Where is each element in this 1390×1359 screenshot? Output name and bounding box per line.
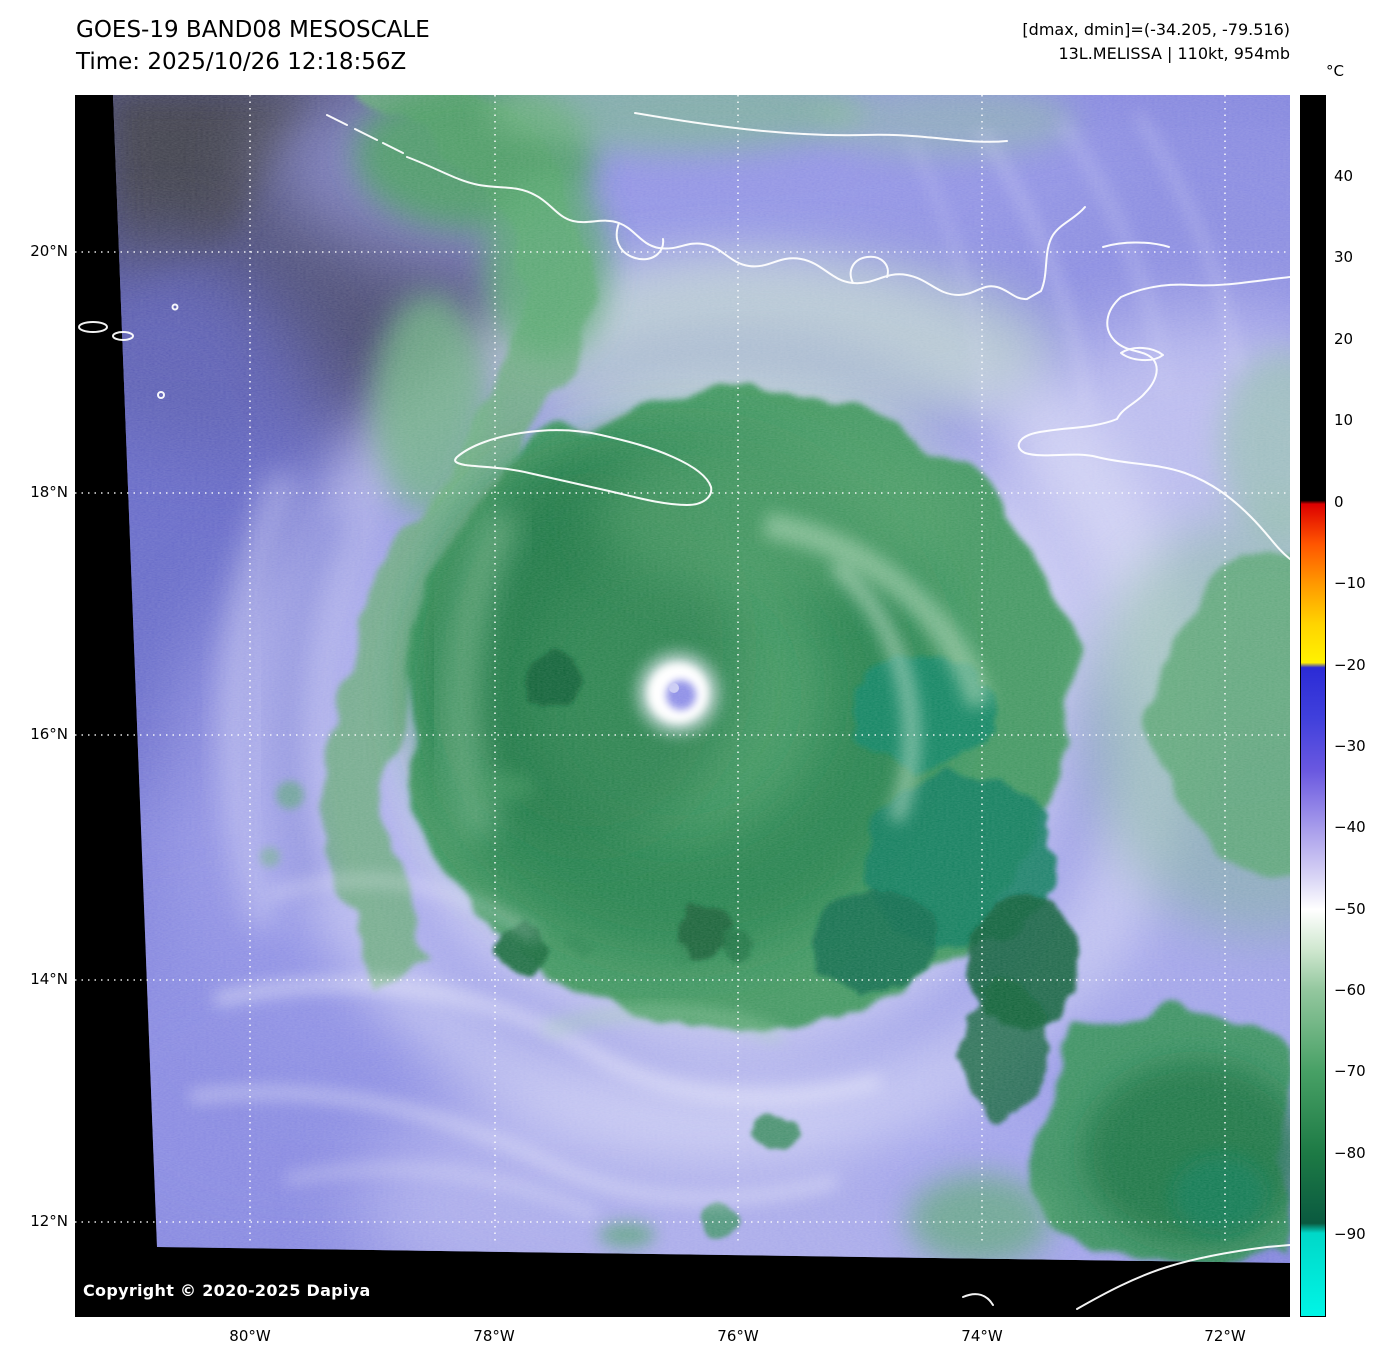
coastline-gonave xyxy=(1120,347,1164,361)
lat-label-14n: 14°N xyxy=(30,970,68,988)
cloud-field xyxy=(113,95,1290,1263)
lon-label-74w: 74°W xyxy=(961,1327,1003,1345)
cayman-islands xyxy=(78,303,179,399)
noise-texture xyxy=(113,95,1290,1263)
colorbar-tick-m90: −90 xyxy=(1334,1225,1366,1243)
colorbar xyxy=(1300,95,1326,1317)
coastline-cuba xyxy=(406,156,1086,301)
figure-title: GOES-19 BAND08 MESOSCALE xyxy=(76,17,430,43)
data-range-label: [dmax, dmin]=(-34.205, -79.516) xyxy=(1022,20,1290,39)
colorbar-tick-10: 10 xyxy=(1334,411,1354,429)
lon-label-80w: 80°W xyxy=(229,1327,271,1345)
lat-label-18n: 18°N xyxy=(30,483,68,501)
colorbar-tick-m30: −30 xyxy=(1334,737,1366,755)
map-canvas: Copyright © 2020-2025 Dapiya xyxy=(75,95,1290,1317)
colorbar-tick-m70: −70 xyxy=(1334,1062,1366,1080)
satellite-image xyxy=(75,95,1290,1317)
colorbar-tick-m50: −50 xyxy=(1334,900,1366,918)
colorbar-tick-m40: −40 xyxy=(1334,818,1366,836)
figure-annotations: [dmax, dmin]=(-34.205, -79.516) 13L.MELI… xyxy=(1022,18,1290,66)
coastline-tortuga xyxy=(1102,241,1170,248)
colorbar-tick-m20: −20 xyxy=(1334,656,1366,674)
lon-label-72w: 72°W xyxy=(1204,1327,1246,1345)
lon-label-76w: 76°W xyxy=(717,1327,759,1345)
colorbar-tick-40: 40 xyxy=(1334,167,1354,185)
storm-info-label: 13L.MELISSA | 110kt, 954mb xyxy=(1058,44,1290,63)
colorbar-unit-label: °C xyxy=(1326,62,1344,80)
latlon-grid xyxy=(75,95,1290,1245)
lon-label-78w: 78°W xyxy=(473,1327,515,1345)
lat-label-16n: 16°N xyxy=(30,725,68,743)
coastline-cuba-bays xyxy=(615,222,889,284)
colorbar-tick-m10: −10 xyxy=(1334,574,1366,592)
colorbar-tick-20: 20 xyxy=(1334,330,1354,348)
copyright-label: Copyright © 2020-2025 Dapiya xyxy=(83,1281,371,1300)
colorbar-tick-0: 0 xyxy=(1334,493,1344,511)
lat-label-12n: 12°N xyxy=(30,1212,68,1230)
coastline-jamaica xyxy=(454,429,713,506)
figure-time: Time: 2025/10/26 12:18:56Z xyxy=(76,49,407,75)
colorbar-tick-m60: −60 xyxy=(1334,981,1366,999)
coastline-cuba-north xyxy=(634,112,1008,143)
coastline-hispaniola xyxy=(1017,276,1290,560)
colorbar-tick-30: 30 xyxy=(1334,248,1354,266)
coastlines xyxy=(78,112,1290,1310)
lat-label-20n: 20°N xyxy=(30,242,68,260)
colorbar-tick-m80: −80 xyxy=(1334,1144,1366,1162)
figure-header: GOES-19 BAND08 MESOSCALE Time: 2025/10/2… xyxy=(76,14,430,78)
coastline-cuba-cays xyxy=(326,114,404,154)
coastline-south-america xyxy=(962,1244,1290,1310)
